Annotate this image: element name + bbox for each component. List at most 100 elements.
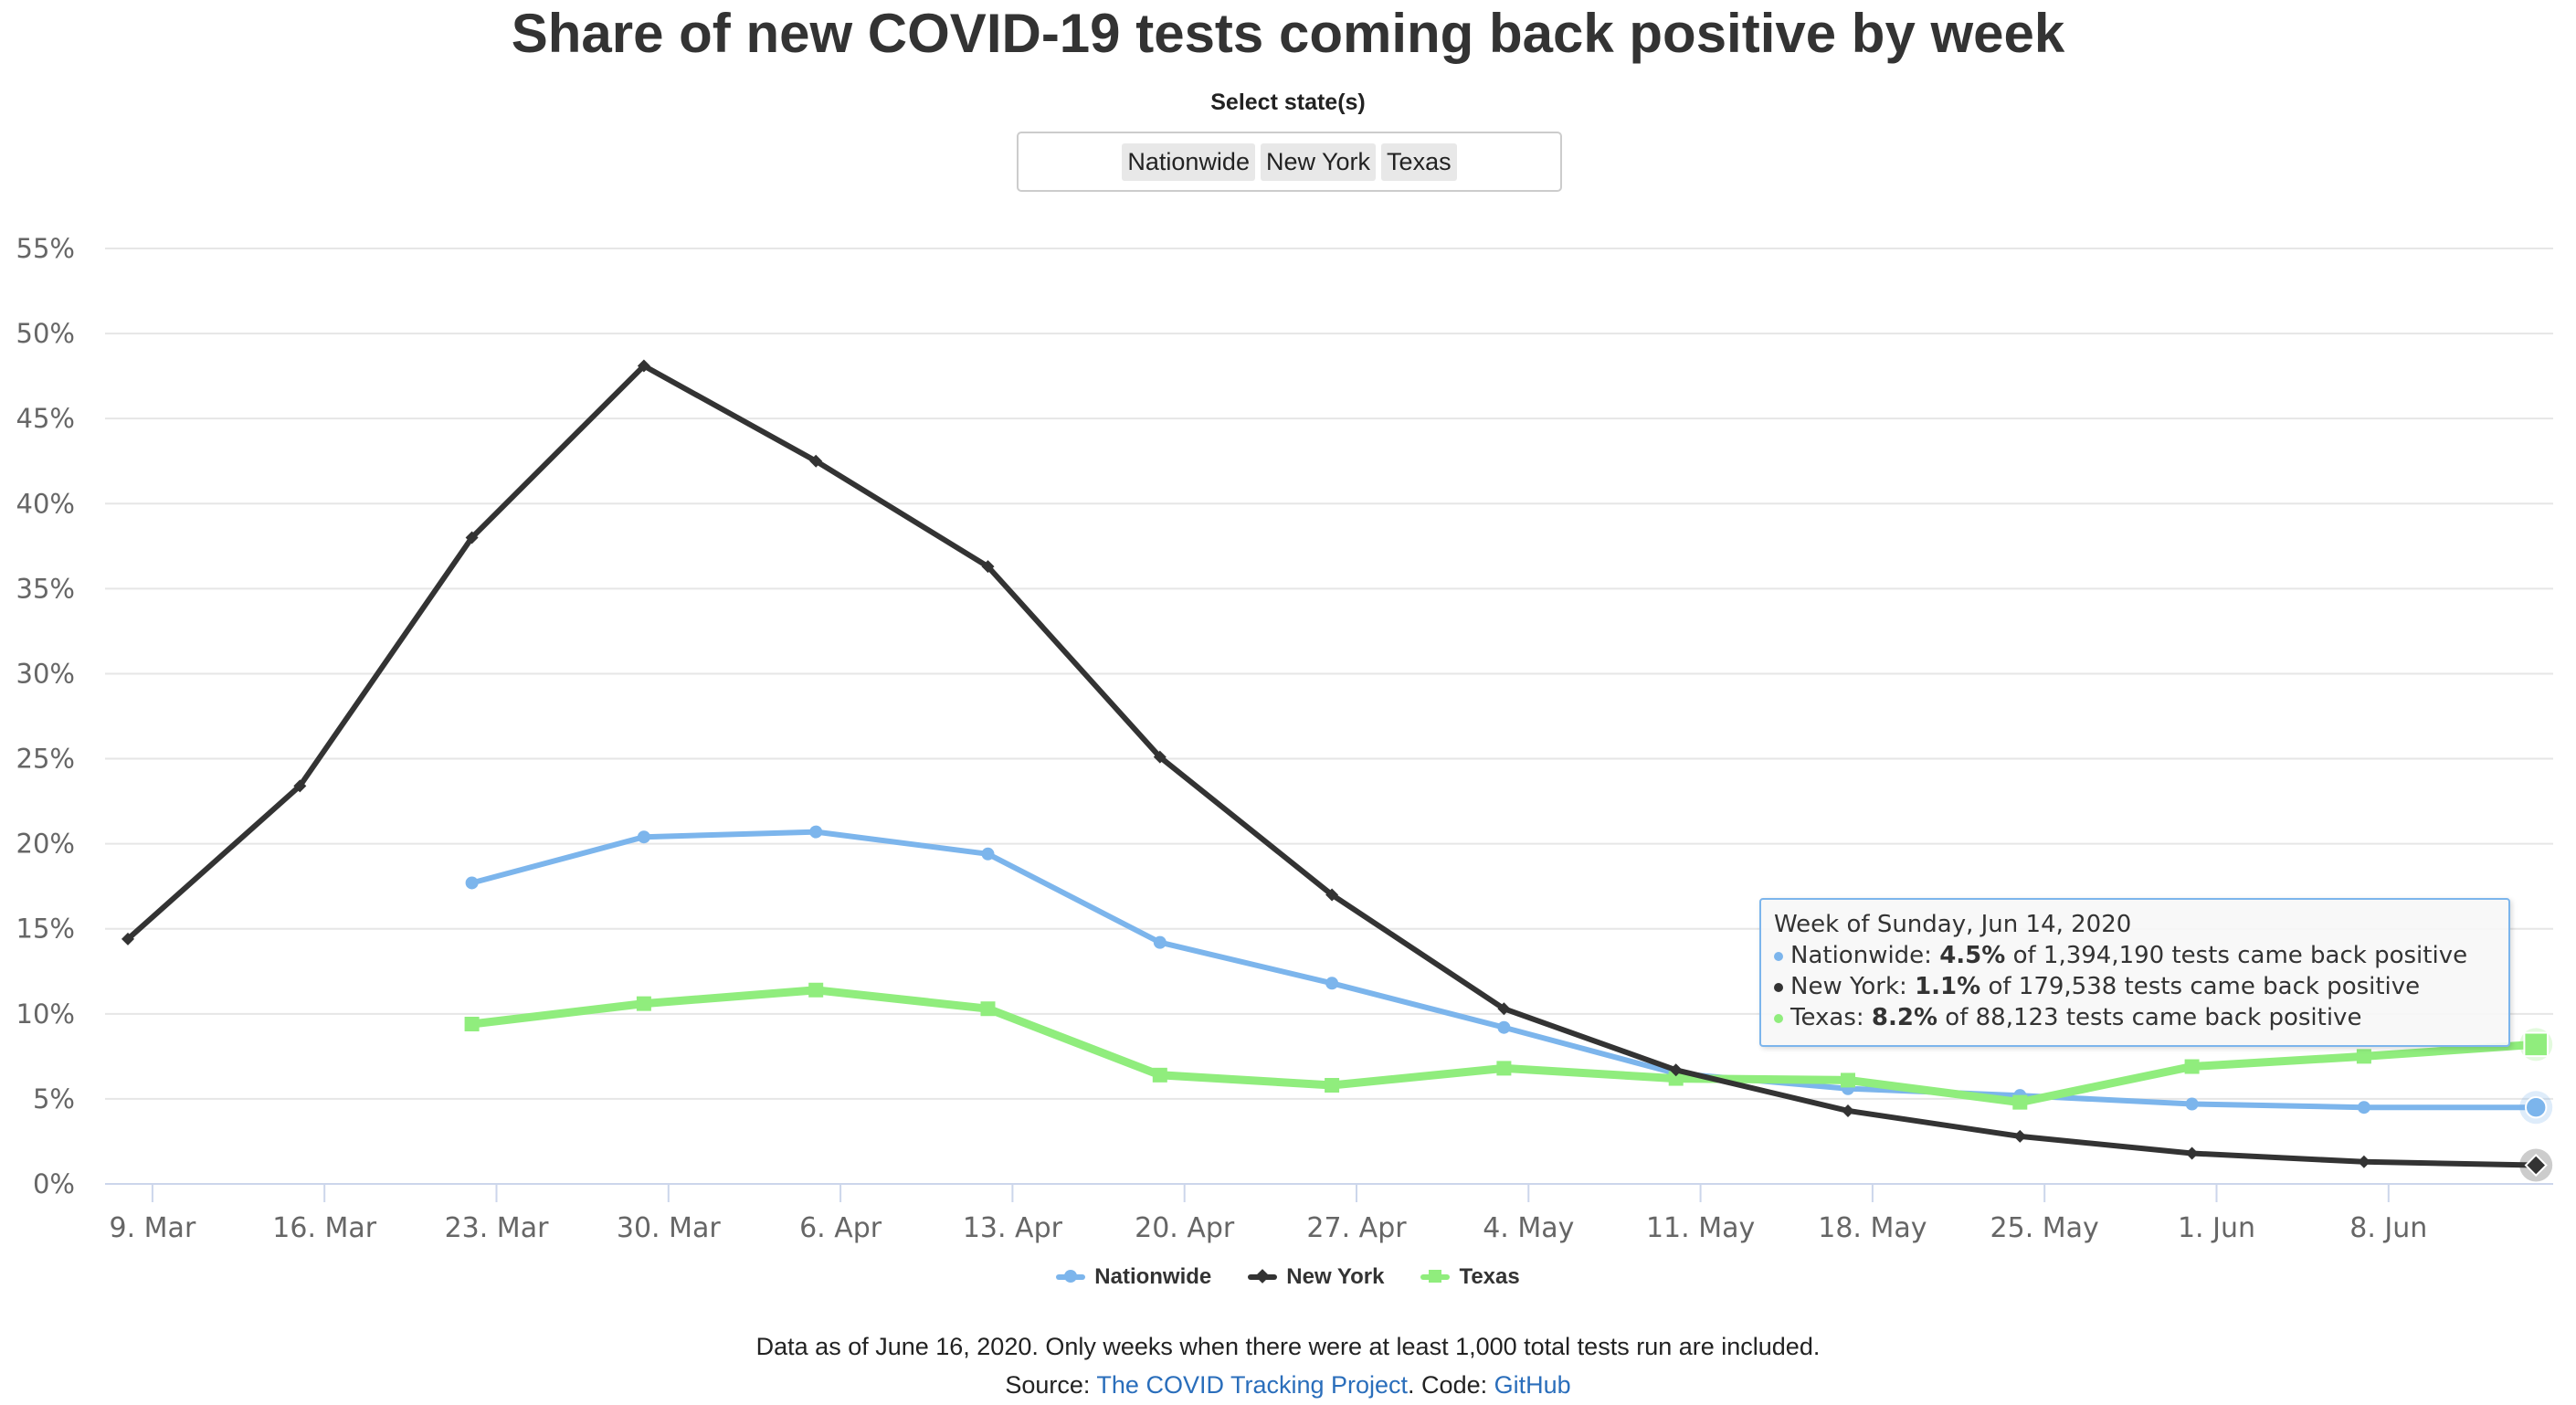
state-selector[interactable]: Nationwide New York Texas (1017, 132, 1562, 192)
tooltip-row-value: 1.1% (1915, 973, 1981, 1000)
data-point (981, 847, 995, 861)
data-point (2013, 1129, 2027, 1143)
code-link[interactable]: GitHub (1494, 1371, 1571, 1399)
y-gridlines (105, 248, 2553, 1100)
x-tick-label: 9. Mar (110, 1212, 196, 1244)
tooltip-row-suffix: of 179,538 tests came back positive (1980, 973, 2421, 1000)
new-york-dot-icon (1774, 982, 1783, 992)
source-link[interactable]: The COVID Tracking Project (1096, 1371, 1409, 1399)
data-point (809, 454, 823, 468)
tooltip-row-suffix: of 88,123 tests came back positive (1937, 1004, 2362, 1031)
tooltip-row-label: New York: (1790, 973, 1916, 1000)
data-point (1153, 750, 1167, 764)
data-point (1325, 977, 1339, 990)
x-tick-label: 8. Jun (2349, 1212, 2427, 1244)
legend-label-texas: Texas (1459, 1264, 1520, 1289)
series-group[interactable] (121, 359, 2553, 1182)
state-chip-nationwide[interactable]: Nationwide (1122, 143, 1255, 181)
x-tick-label: 6. Apr (799, 1212, 882, 1244)
tooltip-header: Week of Sunday, Jun 14, 2020 (1774, 911, 2132, 938)
code-prefix: . Code: (1408, 1371, 1494, 1399)
x-tick-label: 16. Mar (272, 1212, 377, 1244)
data-point (1153, 935, 1167, 949)
data-point (2525, 1096, 2548, 1119)
data-point (981, 560, 995, 574)
y-tick-label: 25% (16, 744, 75, 775)
data-point (636, 996, 651, 1011)
y-tick-label: 35% (16, 573, 75, 604)
legend-label-new-york: New York (1286, 1264, 1385, 1289)
y-tick-label: 40% (16, 488, 75, 519)
data-point (2357, 1101, 2370, 1114)
state-chip-texas[interactable]: Texas (1381, 143, 1457, 181)
tooltip-row-texas: Texas: 8.2% of 88,123 tests came back po… (1774, 1002, 2496, 1033)
data-point (1152, 1067, 1167, 1083)
data-point (2524, 1153, 2548, 1178)
data-point (1669, 1063, 1683, 1077)
x-tick-label: 27. Apr (1306, 1212, 1407, 1244)
y-tick-label: 15% (16, 914, 75, 945)
data-point (637, 359, 650, 373)
data-point (2012, 1094, 2028, 1110)
data-point (2523, 1031, 2549, 1058)
data-point (2357, 1155, 2370, 1168)
chart-title: Share of new COVID-19 tests coming back … (511, 3, 2065, 64)
data-point (2356, 1049, 2371, 1064)
texas-line-icon (1420, 1270, 1451, 1283)
x-axis: 9. Mar 16. Mar 23. Mar 30. Mar 6. Apr 13. Apr… (105, 1183, 2553, 1244)
x-tick-label: 25. May (1990, 1212, 2099, 1244)
nationwide-dot-icon (1774, 951, 1783, 961)
footer-note: Data as of June 16, 2020. Only weeks whe… (755, 1333, 1821, 1360)
data-point (465, 876, 479, 890)
x-tick-label: 20. Apr (1135, 1212, 1235, 1244)
x-tick-label: 23. Mar (445, 1212, 550, 1244)
source-prefix: Source: (1005, 1371, 1097, 1399)
x-tick-label: 1. Jun (2178, 1212, 2255, 1244)
tooltip-row-suffix: of 1,394,190 tests came back positive (2005, 942, 2468, 969)
footer: Data as of June 16, 2020. Only weeks whe… (0, 1327, 2576, 1404)
data-point (1497, 1002, 1511, 1016)
x-tick-label: 4. May (1483, 1212, 1574, 1244)
tooltip: Week of Sunday, Jun 14, 2020 Nationwide:… (1759, 898, 2510, 1047)
legend-item-nationwide[interactable]: Nationwide (1056, 1264, 1211, 1290)
new-york-line-icon (1248, 1269, 1278, 1284)
nationwide-line-icon (1056, 1270, 1086, 1283)
data-point (2184, 1059, 2200, 1074)
y-tick-label: 50% (16, 318, 75, 349)
data-point (1325, 1078, 1340, 1093)
x-tick-label: 18. May (1818, 1212, 1927, 1244)
y-tick-label: 10% (16, 998, 75, 1030)
y-tick-label: 30% (16, 658, 75, 689)
legend-label-nationwide: Nationwide (1094, 1264, 1212, 1289)
data-point (1668, 1071, 1684, 1086)
data-point (2185, 1146, 2199, 1160)
legend-item-texas[interactable]: Texas (1420, 1264, 1520, 1290)
data-point (980, 1001, 996, 1017)
state-selector-label: Select state(s) (1210, 90, 1366, 115)
legend: Nationwide New York Texas (0, 1264, 2576, 1290)
data-point (1842, 1104, 1854, 1117)
y-tick-label: 20% (16, 829, 75, 860)
data-point (293, 779, 307, 793)
x-tick-label: 30. Mar (617, 1212, 722, 1244)
x-tick-label: 13. Apr (963, 1212, 1063, 1244)
data-point (2185, 1097, 2199, 1111)
data-point (1497, 1020, 1511, 1034)
tooltip-row-value: 4.5% (1939, 942, 2006, 969)
data-point (809, 825, 823, 839)
legend-item-new-york[interactable]: New York (1248, 1264, 1384, 1290)
state-chip-new-york[interactable]: New York (1260, 143, 1377, 181)
data-point (465, 531, 479, 544)
y-tick-label: 5% (33, 1083, 75, 1114)
data-point (1841, 1072, 1855, 1088)
y-tick-label: 45% (16, 403, 75, 434)
y-tick-label: 0% (33, 1168, 75, 1199)
tooltip-row-label: Texas: (1790, 1004, 1872, 1031)
data-point (808, 982, 824, 998)
data-point (464, 1016, 480, 1031)
footer-source: Source: The COVID Tracking Project. Code… (0, 1366, 2576, 1404)
x-tick-label: 11. May (1646, 1212, 1755, 1244)
tooltip-row-nationwide: Nationwide: 4.5% of 1,394,190 tests came… (1774, 940, 2496, 971)
tooltip-row-new-york: New York: 1.1% of 179,538 tests came bac… (1774, 971, 2496, 1002)
